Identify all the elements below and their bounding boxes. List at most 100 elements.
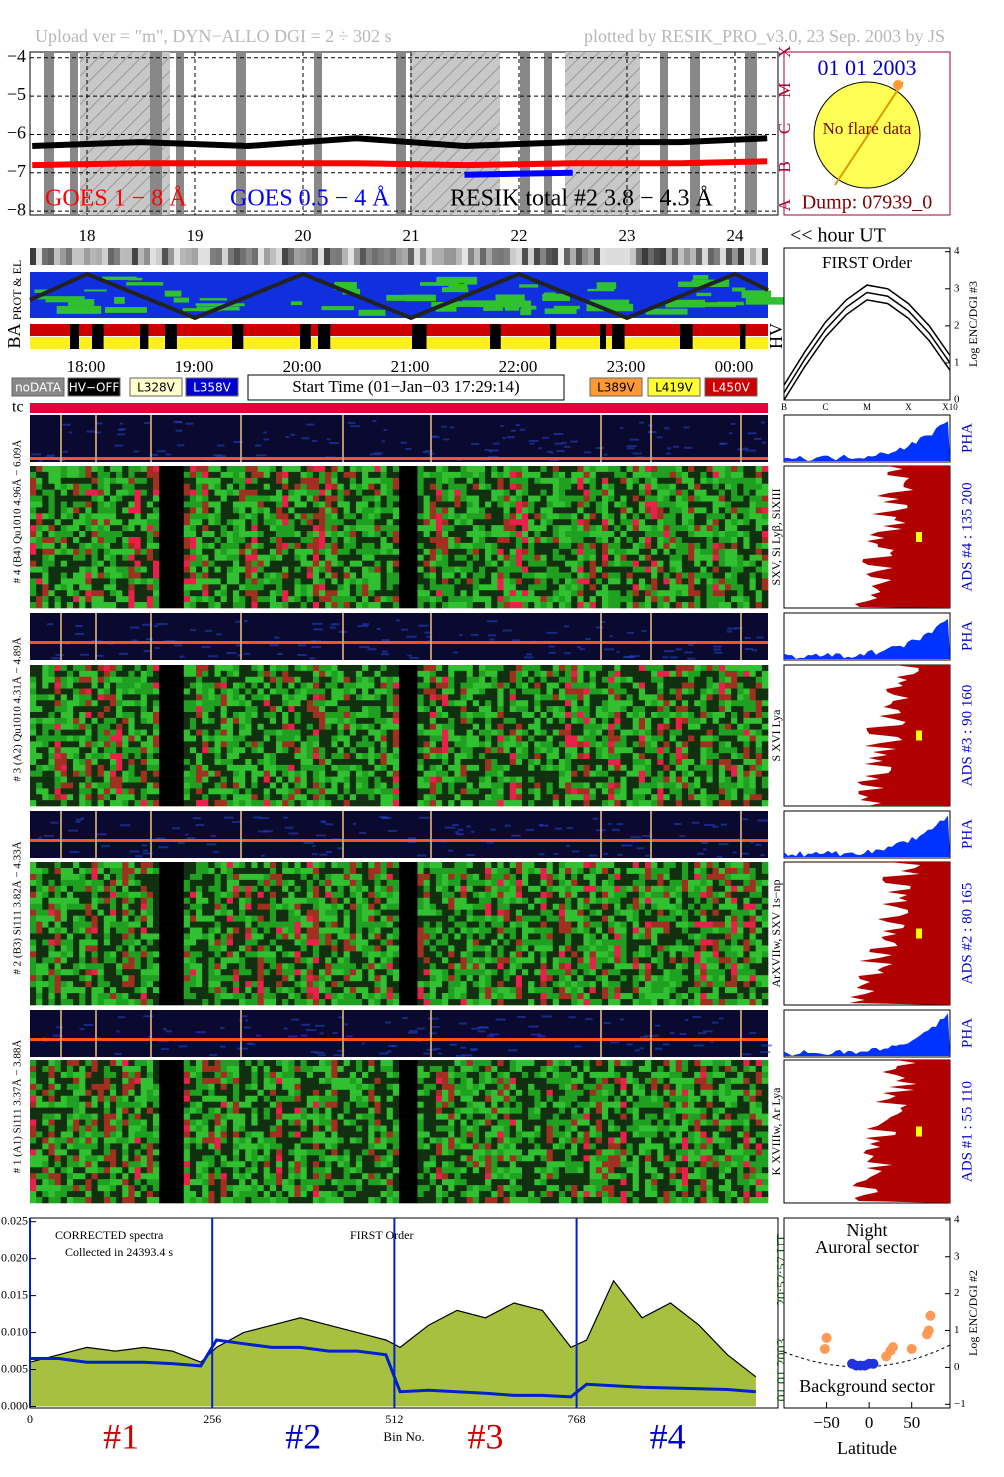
gray-cell — [612, 248, 618, 265]
heat-cell — [565, 590, 572, 597]
heat-cell — [91, 578, 98, 585]
heat-cell — [140, 759, 148, 766]
heat-cell — [122, 471, 129, 479]
heat-cell — [232, 706, 240, 713]
heat-cell — [663, 584, 670, 591]
heat-cell — [368, 501, 375, 508]
heat-cell — [349, 525, 357, 532]
prot-green — [164, 290, 182, 297]
heat-cell — [362, 602, 369, 609]
pha-speckle — [400, 441, 407, 444]
heat-cell — [663, 542, 670, 550]
heat-cell — [528, 471, 535, 479]
heat-cell — [374, 590, 381, 597]
heat-cell — [42, 477, 49, 485]
heat-cell — [116, 717, 123, 725]
heat-cell — [466, 466, 474, 473]
heat-cell — [429, 665, 437, 672]
heat-cell — [417, 764, 424, 772]
heat-cell — [202, 782, 209, 789]
heat-cell — [171, 706, 178, 713]
heat-cell — [257, 548, 264, 556]
heat-cell — [214, 572, 221, 579]
gray-cell — [540, 248, 546, 265]
heat-cell — [651, 590, 658, 597]
heat-cell — [331, 507, 338, 514]
heat-cell — [165, 747, 172, 754]
heat-cell — [306, 548, 314, 556]
heat-cell — [380, 501, 387, 508]
gray-cell — [108, 248, 114, 265]
time-label: 23:00 — [607, 357, 646, 376]
heat-cell — [368, 717, 375, 725]
heat-cell — [712, 483, 720, 490]
heat-cell — [565, 513, 572, 520]
heat-cell — [417, 706, 424, 713]
heat-cell — [202, 542, 209, 550]
heat-cell — [312, 794, 320, 801]
heat-cell — [423, 519, 431, 526]
heat-cell — [466, 578, 474, 585]
heat-cell — [386, 596, 394, 603]
heat-cell — [435, 537, 443, 544]
heat-cell — [718, 560, 726, 567]
heat-cell — [429, 519, 437, 526]
heat-cell — [36, 471, 43, 479]
pha-tick — [240, 613, 242, 660]
pha-speckle — [75, 624, 83, 627]
heat-cell — [503, 531, 510, 538]
heat-cell — [276, 495, 283, 502]
heat-cell — [245, 764, 252, 772]
heat-cell — [134, 670, 141, 678]
heat-cell — [675, 584, 683, 591]
heat-cell — [54, 566, 62, 573]
heat-cell — [251, 682, 258, 689]
heat-cell — [601, 507, 609, 514]
heat-cell — [66, 694, 74, 701]
pha-speckle — [662, 656, 669, 659]
pha-speckle — [487, 455, 499, 458]
heat-cell — [638, 596, 646, 603]
heat-cell — [503, 548, 510, 556]
heat-cell — [109, 753, 117, 760]
heat-cell — [220, 531, 228, 538]
pha-speckle — [51, 657, 62, 660]
heat-cell — [208, 548, 215, 556]
heat-cell — [362, 753, 369, 760]
heat-cell — [743, 519, 750, 526]
heat-cell — [429, 706, 437, 713]
heat-cell — [337, 542, 344, 550]
gray-cell — [582, 248, 588, 265]
heat-cell — [608, 471, 615, 479]
heat-cell — [319, 596, 326, 603]
heat-cell — [42, 729, 49, 736]
heat-cell — [109, 764, 117, 772]
heat-cell — [491, 507, 498, 514]
heat-cell — [122, 712, 129, 719]
heat-cell — [60, 747, 68, 754]
pha-speckle — [596, 626, 604, 629]
pha-speckle — [74, 633, 85, 636]
heat-cell — [153, 717, 160, 725]
pha-speckle — [326, 438, 331, 441]
heat-cell — [79, 590, 86, 597]
heat-cell — [183, 466, 191, 473]
gray-cell — [618, 248, 624, 265]
heat-cell — [355, 729, 363, 736]
heat-cell — [48, 548, 55, 556]
heat-cell — [663, 477, 670, 485]
heat-cell — [312, 477, 320, 485]
heat-cell — [712, 507, 720, 514]
heat-cell — [460, 560, 467, 567]
heat-cell — [239, 700, 246, 707]
heat-cell — [128, 794, 135, 801]
heat-cell — [134, 729, 141, 736]
heat-cell — [122, 477, 129, 485]
heat-cell — [239, 794, 246, 801]
heat-cell — [411, 776, 418, 783]
heat-cell — [91, 560, 98, 567]
heat-cell — [478, 590, 486, 597]
heat-cell — [288, 596, 295, 603]
gray-cell — [570, 248, 576, 265]
heat-cell — [620, 596, 627, 603]
